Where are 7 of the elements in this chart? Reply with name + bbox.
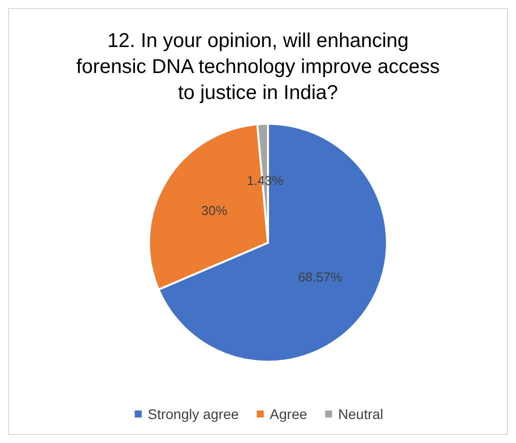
data-label: 68.57% (298, 270, 343, 285)
legend-label: Strongly agree (148, 406, 239, 422)
legend-label: Agree (270, 406, 308, 422)
data-label: 30% (201, 203, 228, 218)
legend-label: Neutral (338, 406, 384, 422)
chart-title: 12. In your opinion, will enhancing forensic DNA technology improve access to justice in India? (76, 30, 440, 104)
data-label: 1.43% (246, 172, 284, 188)
